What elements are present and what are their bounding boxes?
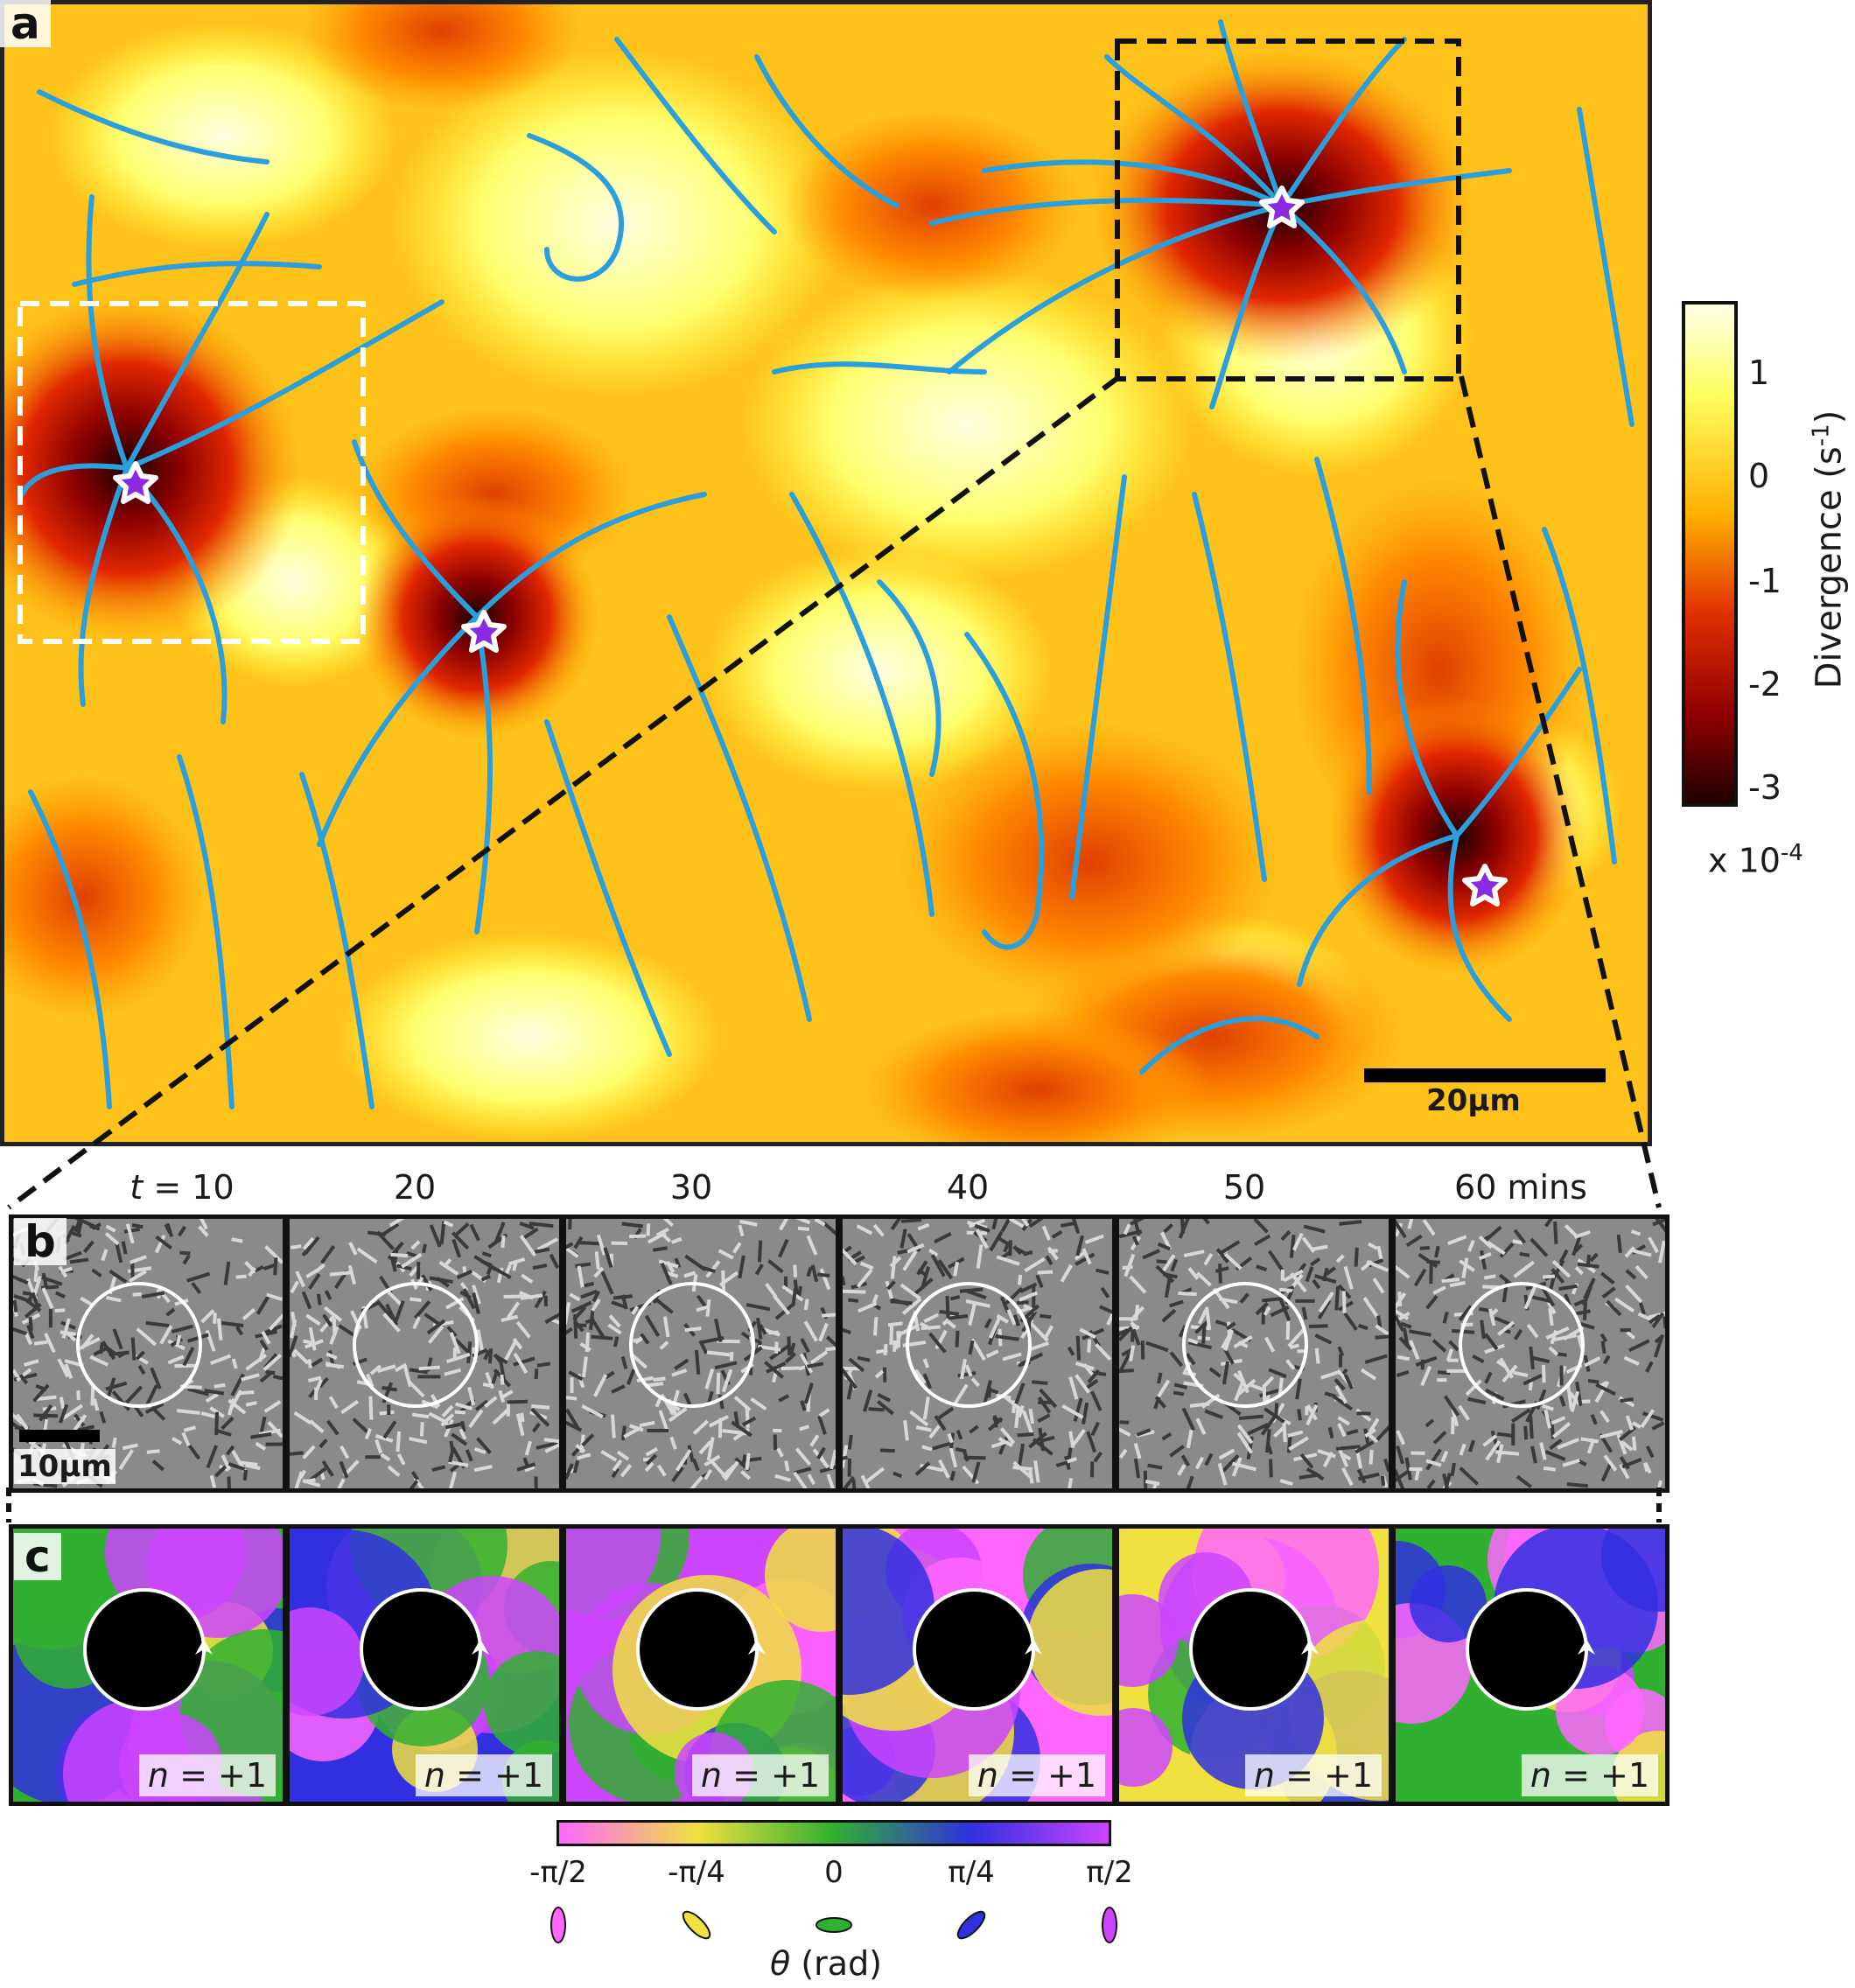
scale-bar-label-b: 10µm [14,1449,116,1484]
microscopy-frame [838,1214,1116,1493]
winding-number-label: n = +1 [1244,1754,1382,1796]
panel-c-letter: c [14,1533,61,1580]
time-label: 20 [393,1168,437,1207]
orientation-frame: n = +1 [1391,1524,1670,1806]
row-connector-lines [6,1488,1662,1522]
microscopy-frame [562,1214,840,1493]
microscopy-frame [1391,1214,1670,1493]
orientation-frame: n = +1 [562,1524,840,1806]
winding-number-label: n = +1 [968,1754,1105,1796]
orientation-frame: n = +1 [838,1524,1116,1806]
winding-number-label: n = +1 [691,1754,829,1796]
colorbar-tick: 0 [1748,457,1770,495]
scale-bar-label-a: 20µm [1426,1083,1521,1118]
time-label: t = 10 [130,1168,234,1207]
defect-star-markers [113,186,1508,906]
theta-tick: -π/4 [668,1855,725,1890]
colorbar-tick: -1 [1748,562,1782,600]
panel-b-letter: b [14,1218,66,1265]
theta-colorbar [556,1820,1111,1846]
orientation-ellipse-icons [550,1907,1117,1943]
zoom-region-box [1115,38,1461,382]
time-label: 50 [1222,1168,1266,1207]
divergence-streamline-map [4,4,1648,1142]
winding-number-label: n = +1 [415,1754,552,1796]
time-label: 60 mins [1454,1168,1587,1207]
colorbar-tick: 1 [1748,354,1770,392]
highlight-region-box [18,301,366,644]
panel-a-letter: a [0,0,51,47]
colorbar-axis-label: Divergence (s-1) [1808,410,1850,690]
time-label: 40 [946,1168,990,1207]
colorbar-tick: -2 [1748,665,1782,704]
time-label: 30 [669,1168,713,1207]
divergence-map-panel: a 20µm [0,0,1652,1146]
scale-bar-10um [19,1430,100,1442]
orientation-frame: n = +1 [285,1524,564,1806]
theta-tick: 0 [824,1855,844,1890]
zoom-connector-lines [7,374,1662,1210]
microscopy-frame [1115,1214,1393,1493]
colorbar-tick: -3 [1748,768,1782,807]
theta-tick: π/2 [1086,1855,1133,1890]
orientation-frame: n = +1 [1115,1524,1393,1806]
colorbar-exponent: x 10-4 [1708,840,1803,880]
winding-number-label: n = +1 [1521,1754,1658,1796]
microscopy-frame [285,1214,564,1493]
theta-tick: π/4 [948,1855,995,1890]
scale-bar-20um [1364,1068,1606,1082]
winding-number-label: n = +1 [138,1754,276,1796]
divergence-colorbar [1682,301,1738,807]
theta-axis-label: θ (rad) [770,1944,883,1983]
velocity-streamlines [19,19,1634,1110]
theta-tick: -π/2 [529,1855,587,1890]
